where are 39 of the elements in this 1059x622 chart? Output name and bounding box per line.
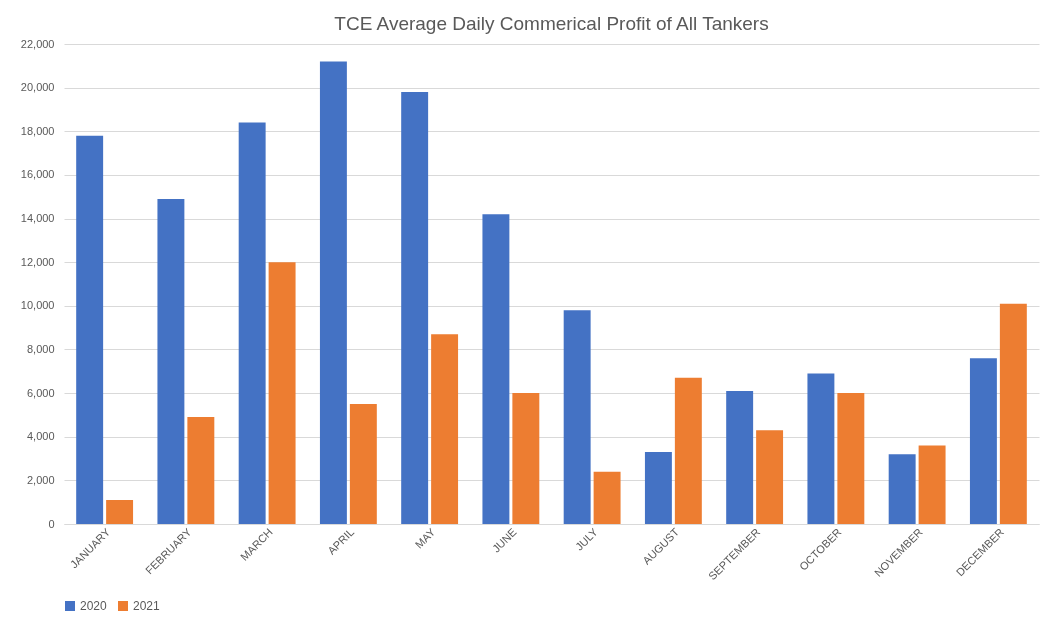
chart-title: TCE Average Daily Commerical Profit of All Tankers bbox=[334, 13, 769, 34]
bar bbox=[807, 373, 835, 524]
legend-label: 2020 bbox=[80, 599, 108, 613]
y-tick-label: 22,000 bbox=[20, 37, 55, 50]
bar bbox=[106, 500, 134, 524]
bar bbox=[157, 198, 185, 524]
bar bbox=[593, 471, 621, 524]
bar bbox=[238, 122, 266, 524]
bar bbox=[187, 417, 215, 524]
bar bbox=[644, 452, 672, 524]
y-tick-label: 0 bbox=[48, 517, 55, 530]
bar bbox=[349, 404, 377, 524]
bar bbox=[76, 135, 104, 524]
bar bbox=[482, 214, 510, 524]
y-tick-label: 20,000 bbox=[20, 81, 55, 94]
y-tick-label: 16,000 bbox=[20, 168, 55, 181]
bar bbox=[888, 454, 916, 524]
y-tick-label: 4,000 bbox=[26, 430, 55, 443]
y-tick-label: 18,000 bbox=[20, 124, 55, 137]
legend-label: 2021 bbox=[133, 599, 161, 613]
bar bbox=[756, 430, 784, 524]
bar bbox=[401, 92, 429, 524]
bar bbox=[319, 61, 347, 524]
bar bbox=[268, 262, 296, 524]
bar bbox=[918, 445, 946, 524]
y-tick-label: 14,000 bbox=[20, 212, 55, 225]
y-tick-label: 6,000 bbox=[26, 386, 55, 399]
y-tick-label: 2,000 bbox=[26, 473, 55, 486]
bar bbox=[999, 303, 1027, 524]
bar bbox=[837, 393, 865, 524]
y-tick-label: 12,000 bbox=[20, 255, 55, 268]
bar bbox=[674, 377, 702, 524]
bar bbox=[431, 334, 459, 524]
y-tick-label: 8,000 bbox=[26, 342, 55, 355]
bar bbox=[726, 390, 754, 524]
bar bbox=[969, 358, 997, 524]
bar bbox=[563, 310, 591, 524]
y-tick-label: 10,000 bbox=[20, 299, 55, 312]
bar bbox=[512, 393, 540, 524]
